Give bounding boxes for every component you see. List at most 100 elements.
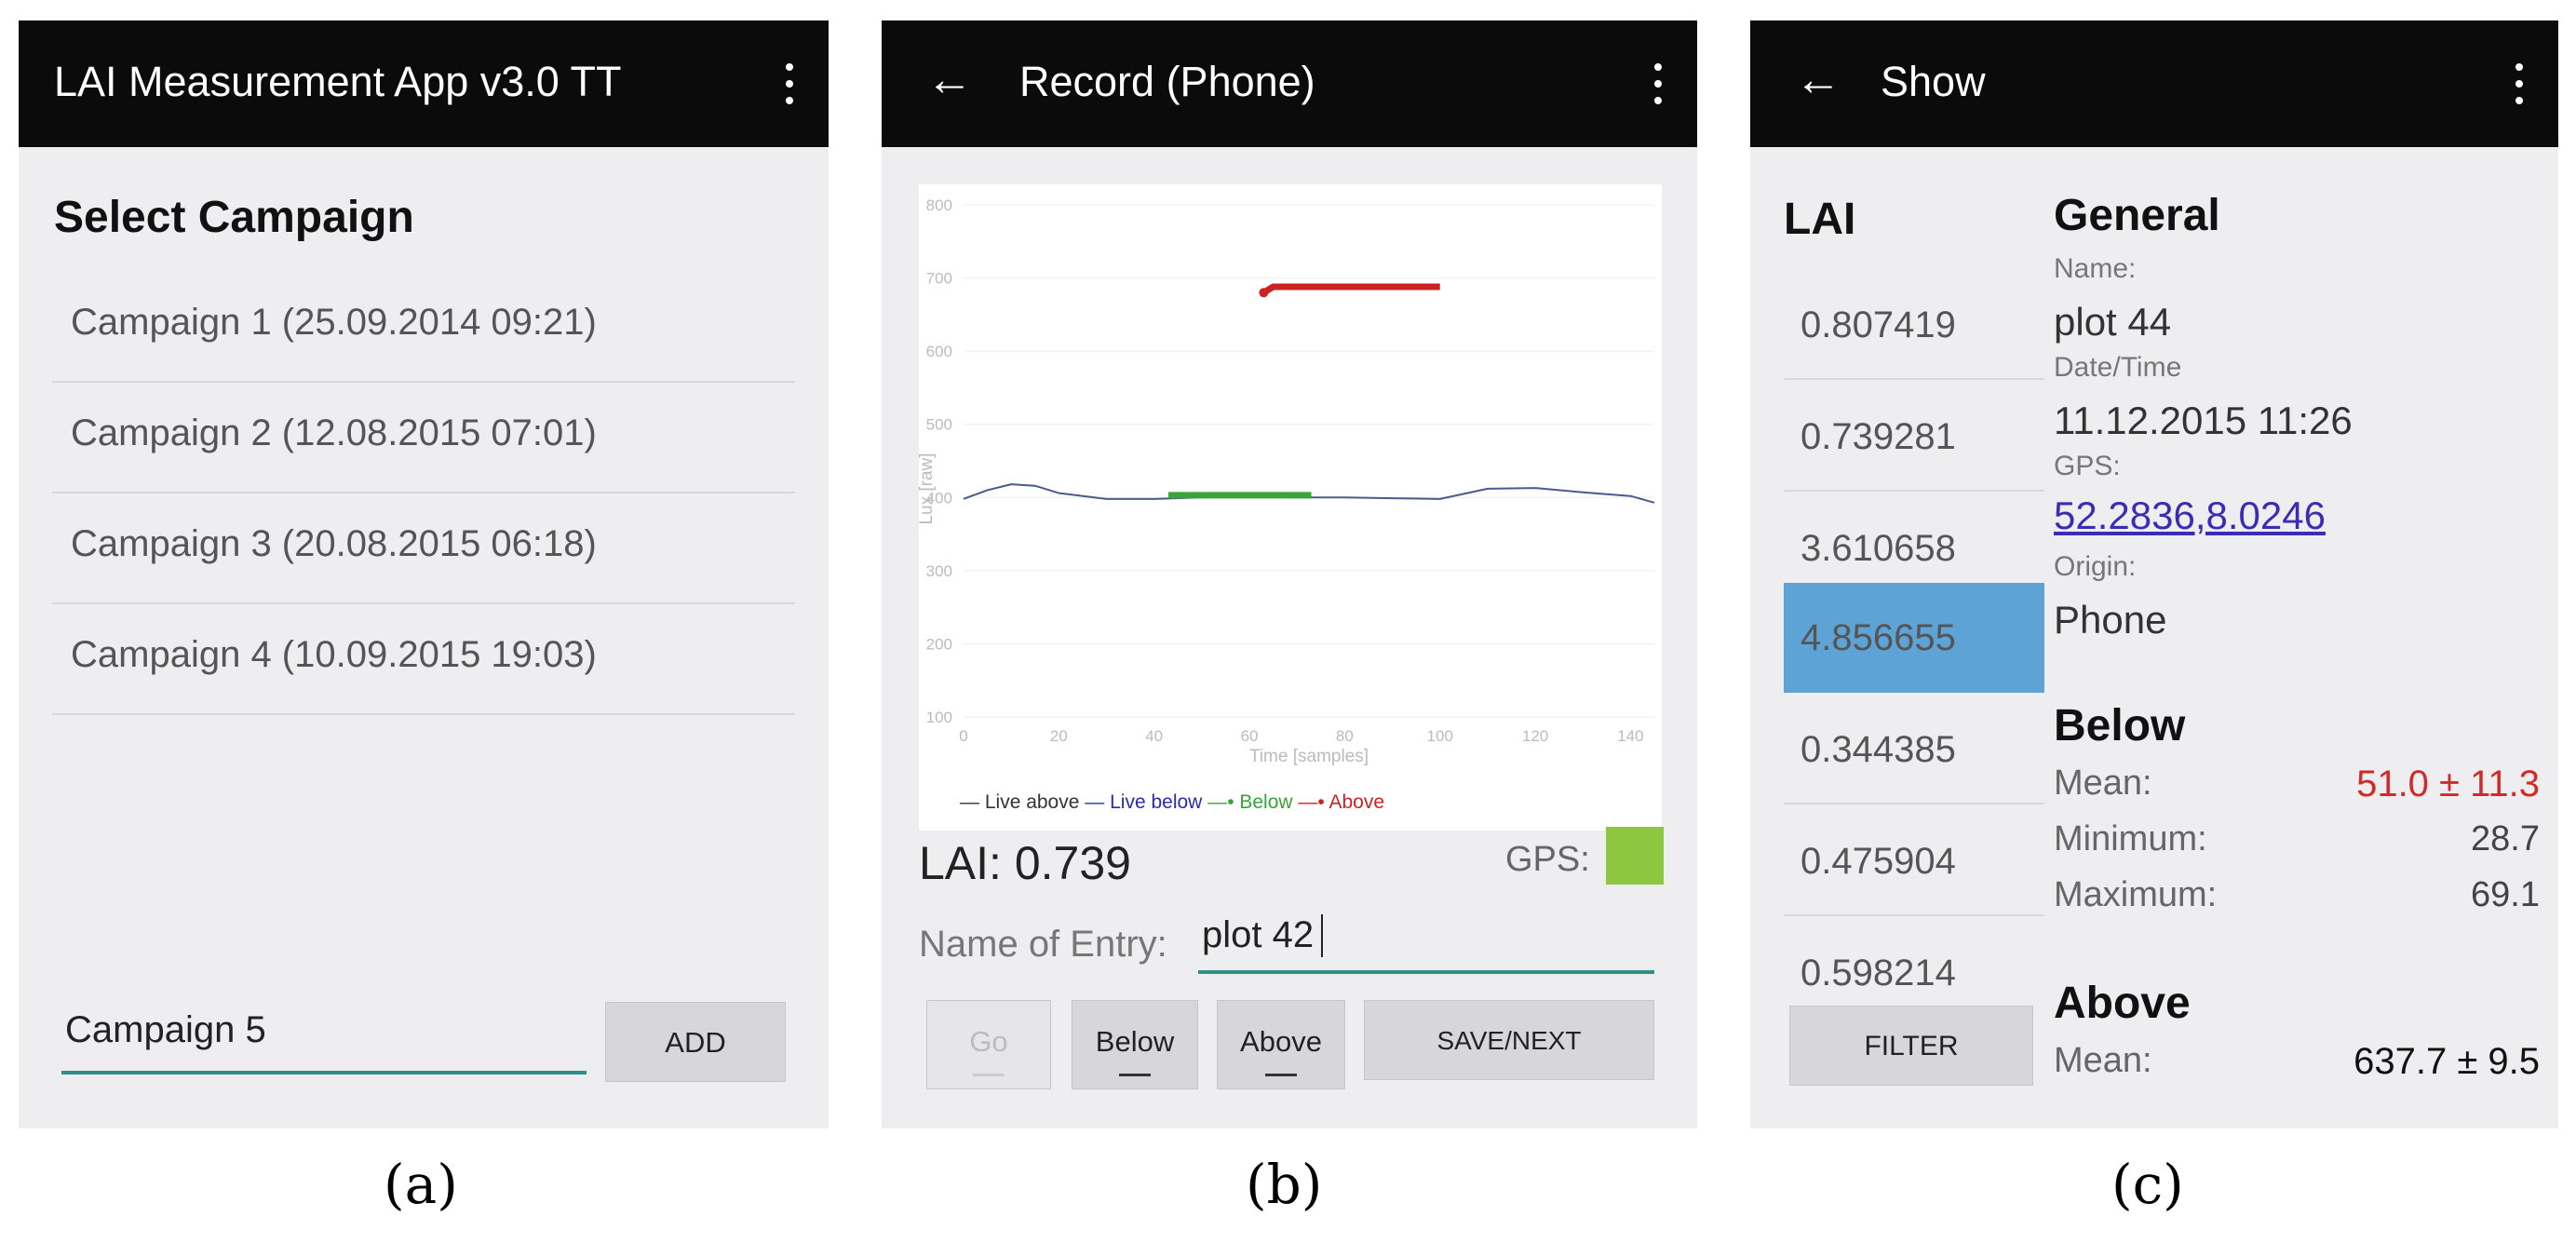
lai-list-item-selected[interactable]: 4.856655 [1784,583,2044,693]
above-mean-value: 637.7 ± 9.5 [2353,1041,2540,1082]
lux-chart: 800 700 600 500 400 300 200 100 0 20 40 60 80 100 120 1… [917,184,1662,831]
lai-value: 0.598214 [1801,953,1956,993]
gps-link[interactable]: 52.2836,8.0246 [2054,493,2326,537]
campaign-item[interactable]: Campaign 3 (20.08.2015 06:18) [52,493,795,604]
caption-b: (b) [1246,1153,1322,1216]
lai-list-item[interactable]: 0.598214 [1784,918,2044,1028]
datetime-value: 11.12.2015 11:26 [2054,399,2353,442]
above-mean-label: Mean: [2054,1041,2152,1080]
legend-live-below-label: Live below [1110,791,1203,813]
campaign-item[interactable]: Campaign 2 (12.08.2015 07:01) [52,383,795,493]
filter-button[interactable]: FILTER [1789,1006,2033,1086]
entry-name-label: Name of Entry: [919,924,1167,965]
below-mean-value: 51.0 ± 11.3 [2356,764,2540,804]
lai-list-item[interactable]: 0.475904 [1784,806,2044,916]
x-tick-label: 120 [1522,727,1548,745]
campaign-item[interactable]: Campaign 4 (10.09.2015 19:03) [52,604,795,715]
series-line-above [1261,283,1440,296]
new-campaign-input[interactable]: Campaign 5 [61,1007,587,1075]
x-tick-label: 140 [1617,727,1643,745]
x-tick-label: 20 [1050,727,1068,745]
text-cursor [1321,914,1323,957]
caption-c: (c) [2111,1153,2184,1216]
above-heading: Above [2054,979,2191,1028]
y-tick-label: 800 [926,196,952,214]
y-tick-label: 700 [926,270,952,288]
legend-live-above: — Live above [960,791,1080,813]
entry-name-input[interactable]: plot 42 [1198,911,1654,974]
x-tick-label: 0 [959,727,967,745]
x-tick-label: 60 [1241,727,1259,745]
screen-title: Record (Phone) [1019,58,1315,105]
campaign-item-label: Campaign 2 (12.08.2015 07:01) [71,412,597,453]
add-button[interactable]: ADD [605,1002,786,1082]
above-button-label: Above [1240,1025,1322,1058]
y-axis-label: Lux [raw] [919,453,937,524]
below-mean-row: Mean: 51.0 ± 11.3 [2054,764,2540,804]
below-max-label: Maximum: [2054,875,2218,914]
x-axis-label: Time [samples] [1249,747,1369,766]
app-title: LAI Measurement App v3.0 TT [54,58,622,105]
gps-label: GPS: [1505,840,1590,879]
lai-value: 0.739281 [1801,416,1956,457]
above-button[interactable]: Above [1217,1000,1345,1089]
caption-a: (a) [384,1153,458,1216]
select-campaign-heading: Select Campaign [54,193,414,242]
below-underline [1119,1074,1151,1076]
app-bar: ← Record (Phone) [882,20,1697,147]
lai-list-item[interactable]: 0.344385 [1784,695,2044,804]
go-underline [973,1074,1005,1076]
go-button-label: Go [969,1025,1008,1058]
datetime-label: Date/Time [2054,352,2182,383]
x-tick-label: 40 [1145,727,1163,745]
above-start-point [1259,288,1269,298]
general-heading: General [2054,191,2220,240]
y-tick-label: 600 [926,343,952,360]
overflow-menu-icon[interactable] [786,63,793,104]
y-tick-label: 100 [926,709,952,726]
below-button-label: Below [1095,1025,1175,1058]
legend-above: —• Above [1298,791,1384,813]
new-campaign-value: Campaign 5 [65,1009,266,1050]
legend-below-label: Below [1239,791,1293,813]
lai-value: 0.475904 [1801,841,1956,882]
below-max-value: 69.1 [2471,875,2540,914]
below-heading: Below [2054,701,2186,750]
legend-live-above-label: Live above [984,791,1080,813]
lai-column-header: LAI [1784,195,1856,244]
screen-title: Show [1881,58,1986,105]
back-arrow-icon[interactable]: ← [926,53,973,105]
lux-chart-svg: 800 700 600 500 400 300 200 100 0 20 40 60 80 100 120 1… [917,196,1655,766]
below-max-row: Maximum: 69.1 [2054,875,2540,915]
lai-readout: LAI: 0.739 [919,837,1131,889]
below-min-label: Minimum: [2054,819,2207,858]
y-tick-label: 200 [926,635,952,653]
gps-label: GPS: [2054,451,2121,481]
name-value: plot 44 [2054,300,2172,344]
save-next-button[interactable]: SAVE/NEXT [1364,1000,1654,1080]
legend-above-label: Above [1328,791,1384,813]
go-button[interactable]: Go [926,1000,1051,1089]
entry-name-value: plot 42 [1202,914,1315,955]
below-mean-label: Mean: [2054,764,2152,803]
above-underline [1265,1074,1297,1076]
app-bar: ← Show [1750,20,2558,147]
campaign-item[interactable]: Campaign 1 (25.09.2014 09:21) [52,272,795,383]
legend-live-below: — Live below [1085,791,1203,813]
lai-list-item[interactable]: 0.807419 [1784,270,2044,380]
overflow-menu-icon[interactable] [1654,63,1662,104]
y-tick-label: 300 [926,562,952,580]
origin-label: Origin: [2054,551,2137,582]
overflow-menu-icon[interactable] [2515,63,2523,104]
below-button[interactable]: Below [1072,1000,1198,1089]
name-label: Name: [2054,253,2137,284]
campaign-item-label: Campaign 1 (25.09.2014 09:21) [71,302,597,343]
lai-value: 0.807419 [1801,304,1956,345]
back-arrow-icon[interactable]: ← [1795,53,1841,105]
lai-value: 3.610658 [1801,528,1956,569]
y-tick-label: 500 [926,416,952,434]
origin-value: Phone [2054,598,2167,642]
caption-c-text: (c) [2111,1153,2184,1216]
lai-list-item[interactable]: 0.739281 [1784,382,2044,492]
caption-b-text: (b) [1246,1153,1323,1216]
